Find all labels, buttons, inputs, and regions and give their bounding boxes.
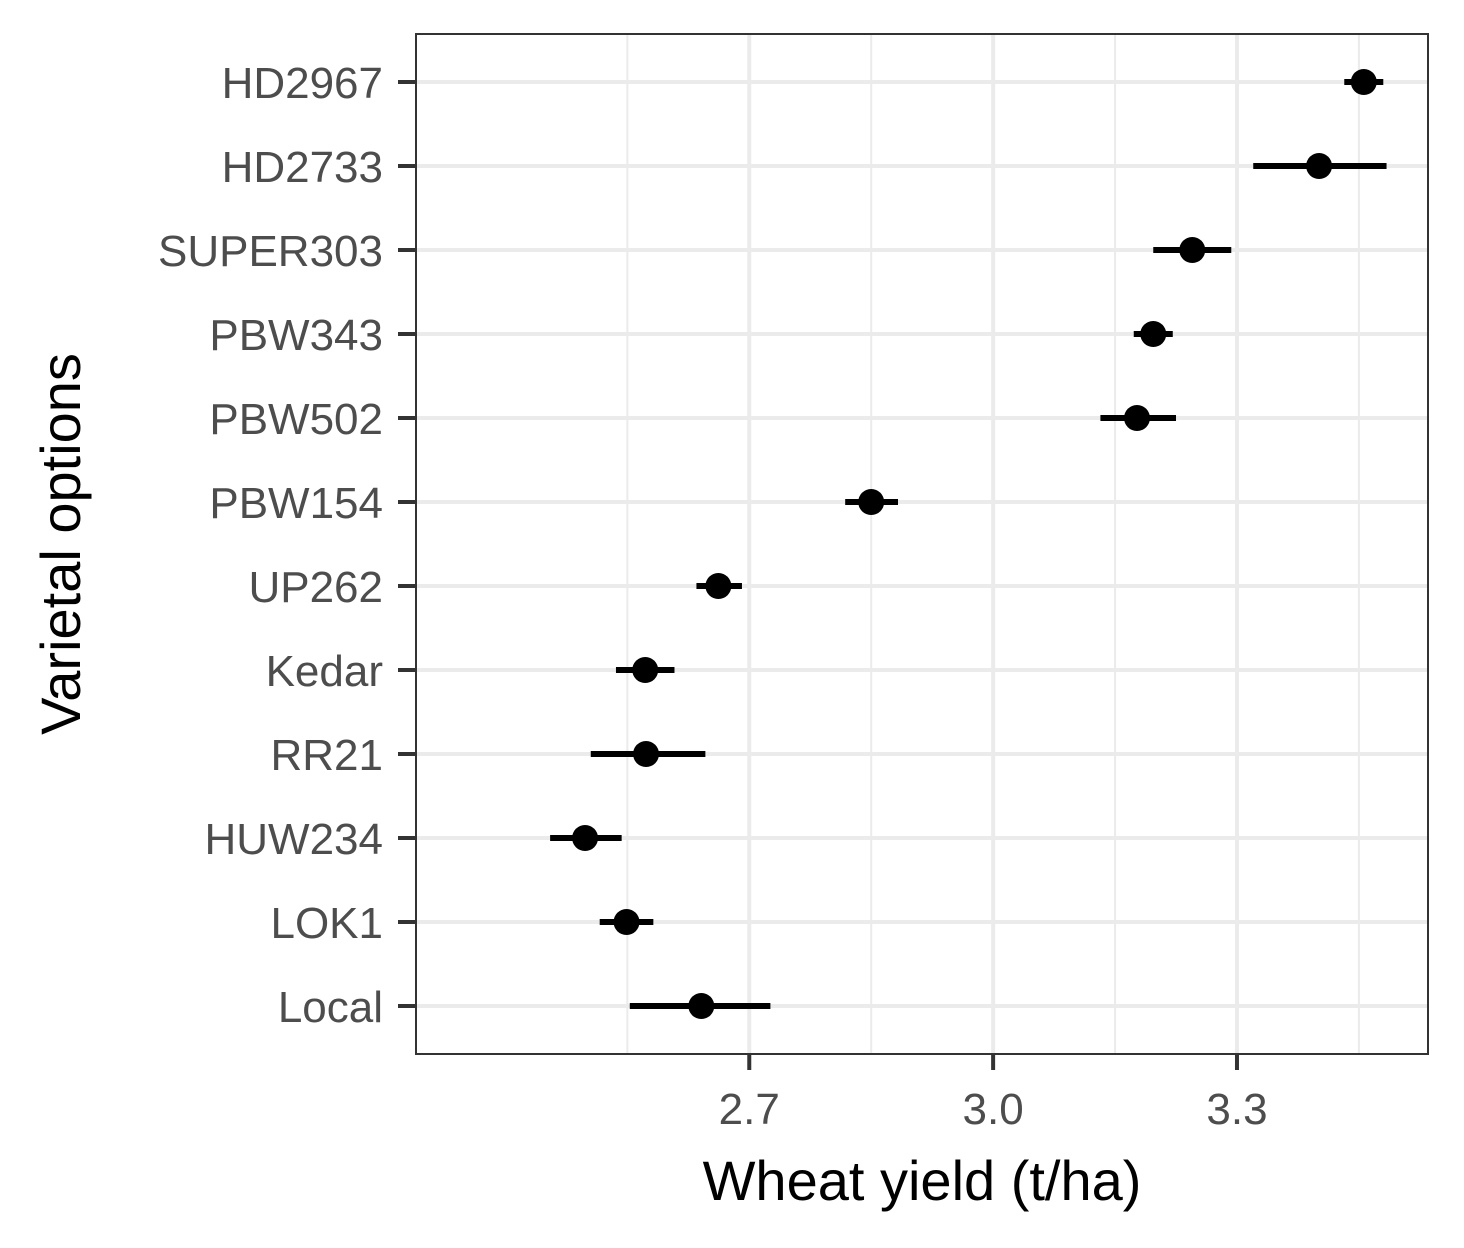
y-tick-label: UP262 (248, 563, 383, 612)
y-tick-label: SUPER303 (158, 227, 383, 276)
y-tick-label: HUW234 (205, 815, 384, 864)
mean-point (705, 573, 732, 599)
mean-point (1123, 405, 1150, 431)
y-tick-label: PBW154 (209, 479, 383, 528)
y-axis-title: Varietal options (29, 353, 92, 735)
mean-point (613, 909, 640, 935)
x-tick-label: 3.0 (963, 1085, 1024, 1134)
mean-point (1179, 237, 1206, 263)
y-tick-label: PBW502 (209, 395, 383, 444)
y-tick-label: Local (278, 983, 383, 1032)
mean-point (858, 489, 885, 515)
y-axis: HD2967 HD2733 SUPER303 PBW343 PBW502 PBW154 UP… (158, 59, 416, 1032)
x-axis-title: Wheat yield (t/ha) (703, 1149, 1142, 1212)
error-bars (550, 79, 1387, 1009)
mean-point (688, 993, 715, 1019)
y-tick-label: HD2967 (222, 59, 383, 108)
mean-point (572, 825, 599, 851)
y-tick-label: LOK1 (270, 899, 383, 948)
mean-points (572, 69, 1377, 1019)
mean-point (1350, 69, 1377, 95)
y-tick-label: PBW343 (209, 311, 383, 360)
y-tick-label: Kedar (266, 647, 383, 696)
mean-point (633, 741, 660, 767)
y-tick-label: RR21 (271, 731, 384, 780)
x-tick-label: 3.3 (1206, 1085, 1267, 1134)
x-tick-label: 2.7 (719, 1085, 780, 1134)
mean-point (1140, 321, 1167, 347)
y-tick-label: HD2733 (222, 143, 383, 192)
mean-point (632, 657, 659, 683)
grid-lines (416, 34, 1428, 1054)
x-axis: 2.7 3.0 3.3 (719, 1054, 1268, 1134)
panel-border (415, 33, 1429, 1055)
mean-point (1306, 153, 1333, 179)
